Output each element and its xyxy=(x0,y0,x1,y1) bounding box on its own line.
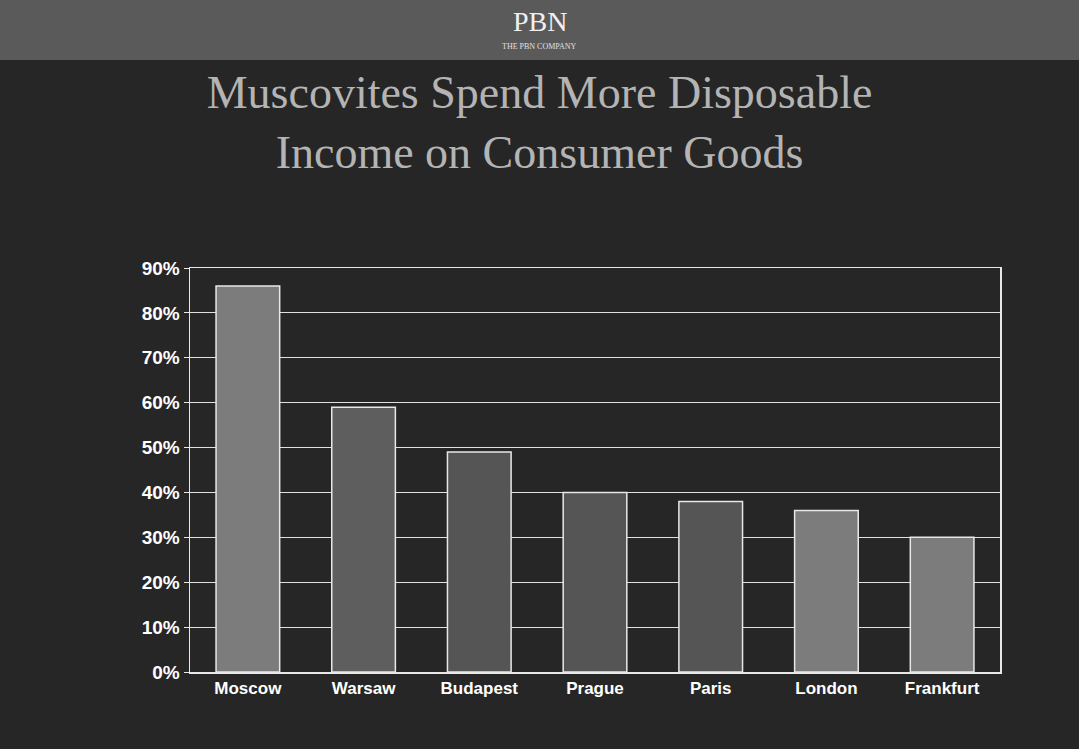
svg-text:60%: 60% xyxy=(142,392,180,413)
svg-text:London: London xyxy=(795,679,857,698)
svg-text:Muscovites Spend More Disposab: Muscovites Spend More DisposableIncome o… xyxy=(207,67,873,178)
svg-text:10%: 10% xyxy=(142,617,180,638)
svg-text:Frankfurt: Frankfurt xyxy=(905,679,980,698)
svg-text:Moscow: Moscow xyxy=(214,679,282,698)
svg-text:Budapest: Budapest xyxy=(441,679,519,698)
svg-text:30%: 30% xyxy=(142,527,180,548)
svg-text:PBN: PBN xyxy=(513,6,567,37)
svg-text:Paris: Paris xyxy=(690,679,732,698)
svg-text:90%: 90% xyxy=(142,258,180,279)
svg-text:THE PBN COMPANY: THE PBN COMPANY xyxy=(502,42,577,51)
svg-text:50%: 50% xyxy=(142,437,180,458)
svg-text:40%: 40% xyxy=(142,482,180,503)
svg-text:20%: 20% xyxy=(142,572,180,593)
svg-text:0%: 0% xyxy=(152,662,180,683)
svg-text:70%: 70% xyxy=(142,347,180,368)
svg-text:80%: 80% xyxy=(142,303,180,324)
svg-text:Prague: Prague xyxy=(566,679,624,698)
svg-text:Warsaw: Warsaw xyxy=(332,679,396,698)
